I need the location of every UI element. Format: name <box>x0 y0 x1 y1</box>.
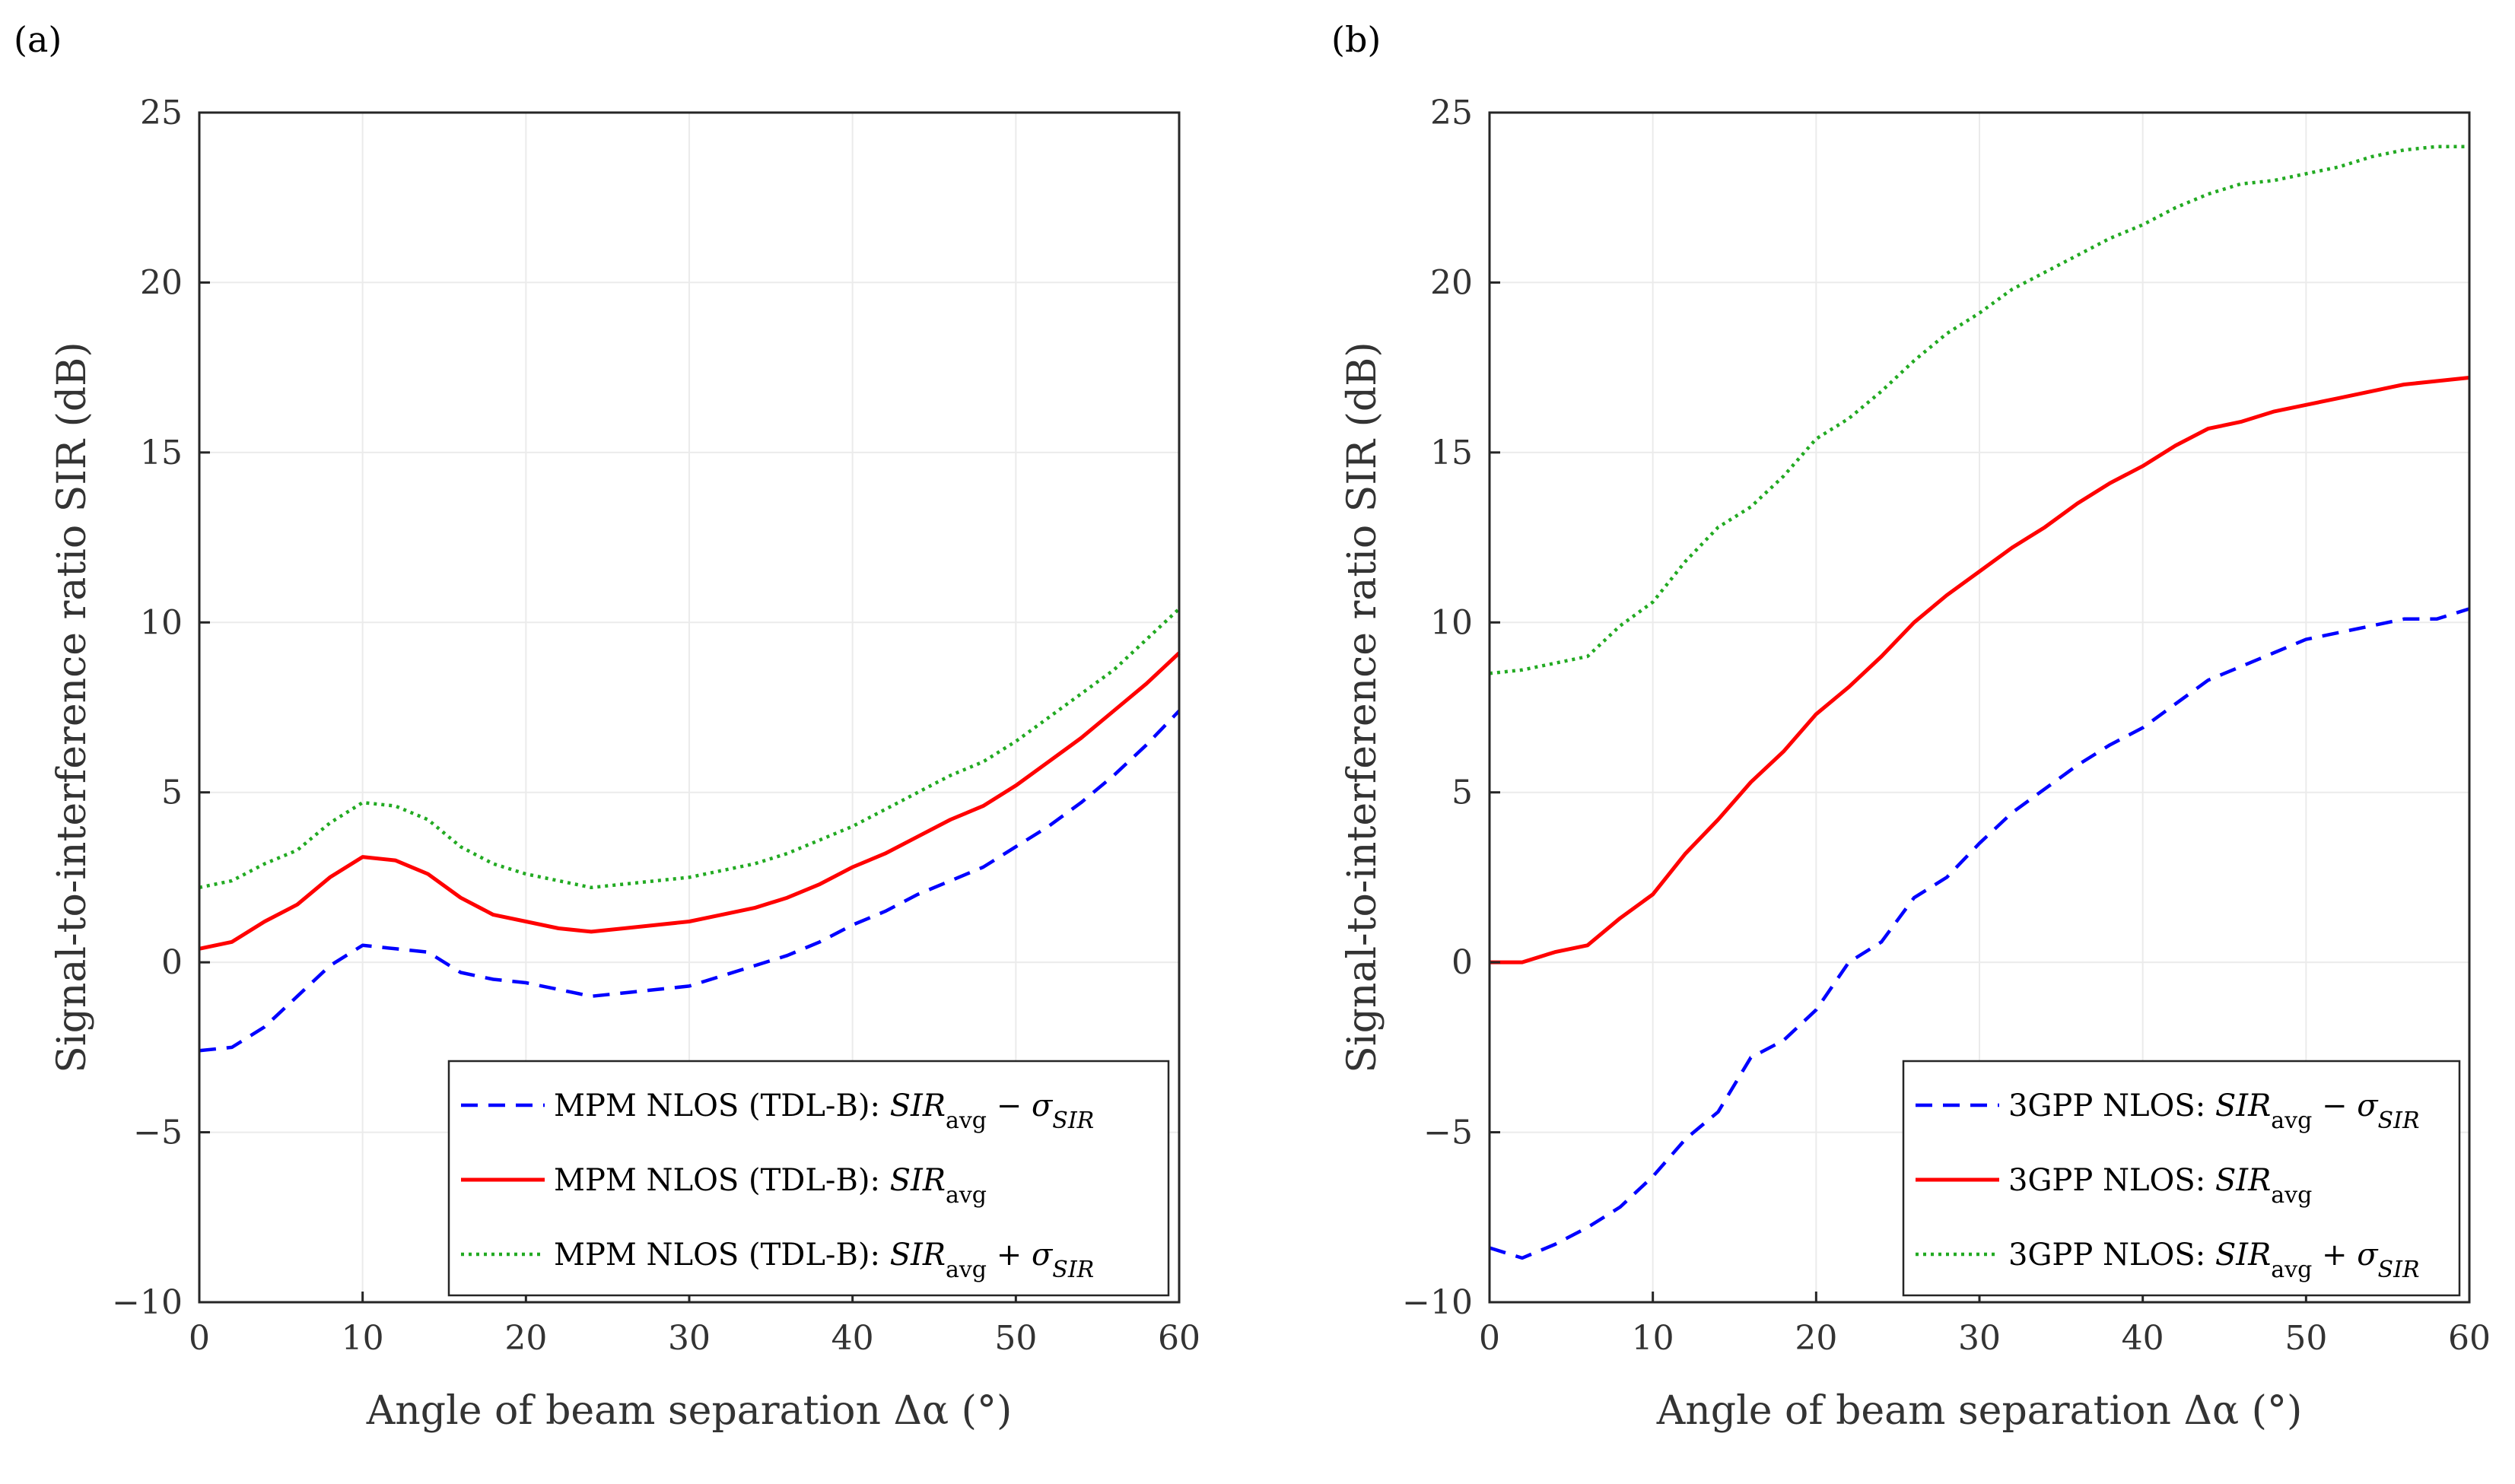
x-tick-label: 40 <box>2122 1319 2164 1358</box>
y-tick-label: −5 <box>133 1114 183 1152</box>
y-tick-label: −5 <box>1423 1114 1473 1152</box>
x-tick-label: 0 <box>189 1319 210 1358</box>
legend-entry: 3GPP NLOS: SIRavg + σSIR <box>2008 1238 2420 1283</box>
x-tick-label: 10 <box>1632 1319 1674 1358</box>
x-tick-label: 20 <box>1795 1319 1837 1358</box>
series-line-dashed <box>199 709 1181 1053</box>
x-tick-label: 20 <box>504 1319 547 1358</box>
x-tick-label: 0 <box>1479 1319 1500 1358</box>
legend-entry: 3GPP NLOS: SIRavg − σSIR <box>2008 1088 2420 1134</box>
y-tick-label: 20 <box>140 263 183 302</box>
legend-entry: MPM NLOS (TDL-B): SIRavg <box>554 1163 987 1209</box>
legend-box <box>447 1060 1170 1297</box>
legend-b: 3GPP NLOS: SIRavg − σSIR 3GPP NLOS: SIRav… <box>1902 1060 2461 1297</box>
y-tick-label: 0 <box>161 943 183 982</box>
y-tick-label: 10 <box>140 603 183 642</box>
y-tick-label: 25 <box>140 94 183 132</box>
panel-label-a: (a) <box>14 19 62 60</box>
x-axis-label-a: Angle of beam separation Δα (°) <box>366 1388 1012 1434</box>
y-tick-label: 0 <box>1451 943 1473 982</box>
x-tick-label: 30 <box>1958 1319 2001 1358</box>
x-tick-label: 50 <box>994 1319 1037 1358</box>
y-tick-label: 25 <box>1430 94 1473 132</box>
legend-a: MPM NLOS (TDL-B): SIRavg − σSIR MPM NLOS … <box>447 1060 1170 1297</box>
x-tick-label: 40 <box>831 1319 874 1358</box>
y-tick-label: 15 <box>1430 434 1473 472</box>
x-tick-label: 60 <box>1158 1319 1200 1358</box>
y-tick-label: −10 <box>112 1283 183 1322</box>
series-line-dotted <box>199 607 1181 890</box>
chart-panel-b: (b) 0 10 20 30 40 50 60 −10 −5 0 5 10 15 20 25 Angle o… <box>1331 19 2491 1434</box>
x-tick-label: 50 <box>2284 1319 2327 1358</box>
y-tick-label: −10 <box>1402 1283 1473 1322</box>
series-line-dotted <box>1489 145 2469 675</box>
y-tick-label: 10 <box>1430 603 1473 642</box>
chart-panel-a: (a) 0 10 20 30 40 50 60 −10 −5 0 5 10 15 20 25 Angle o… <box>14 19 1200 1434</box>
series-line-solid <box>199 651 1181 951</box>
series-line-dashed <box>1489 607 2470 1260</box>
y-tick-label: 5 <box>161 774 183 812</box>
legend-entry: MPM NLOS (TDL-B): SIRavg + σSIR <box>554 1238 1094 1283</box>
legend-entry: 3GPP NLOS: SIRavg <box>2008 1163 2312 1209</box>
y-tick-label: 20 <box>1430 263 1473 302</box>
y-tick-label: 5 <box>1451 774 1473 812</box>
legend-entry: MPM NLOS (TDL-B): SIRavg − σSIR <box>554 1088 1094 1134</box>
y-tick-label: 15 <box>140 434 183 472</box>
y-axis-label-b: Signal-to-interference ratio SIR (dB) <box>1340 342 1385 1072</box>
x-tick-label: 10 <box>342 1319 384 1358</box>
panel-label-b: (b) <box>1331 19 1381 60</box>
y-axis-label-a: Signal-to-interference ratio SIR (dB) <box>49 342 95 1072</box>
series-line-solid <box>1490 376 2470 964</box>
x-axis-label-b: Angle of beam separation Δα (°) <box>1656 1388 2302 1434</box>
x-tick-label: 60 <box>2448 1319 2491 1358</box>
x-tick-label: 30 <box>668 1319 711 1358</box>
